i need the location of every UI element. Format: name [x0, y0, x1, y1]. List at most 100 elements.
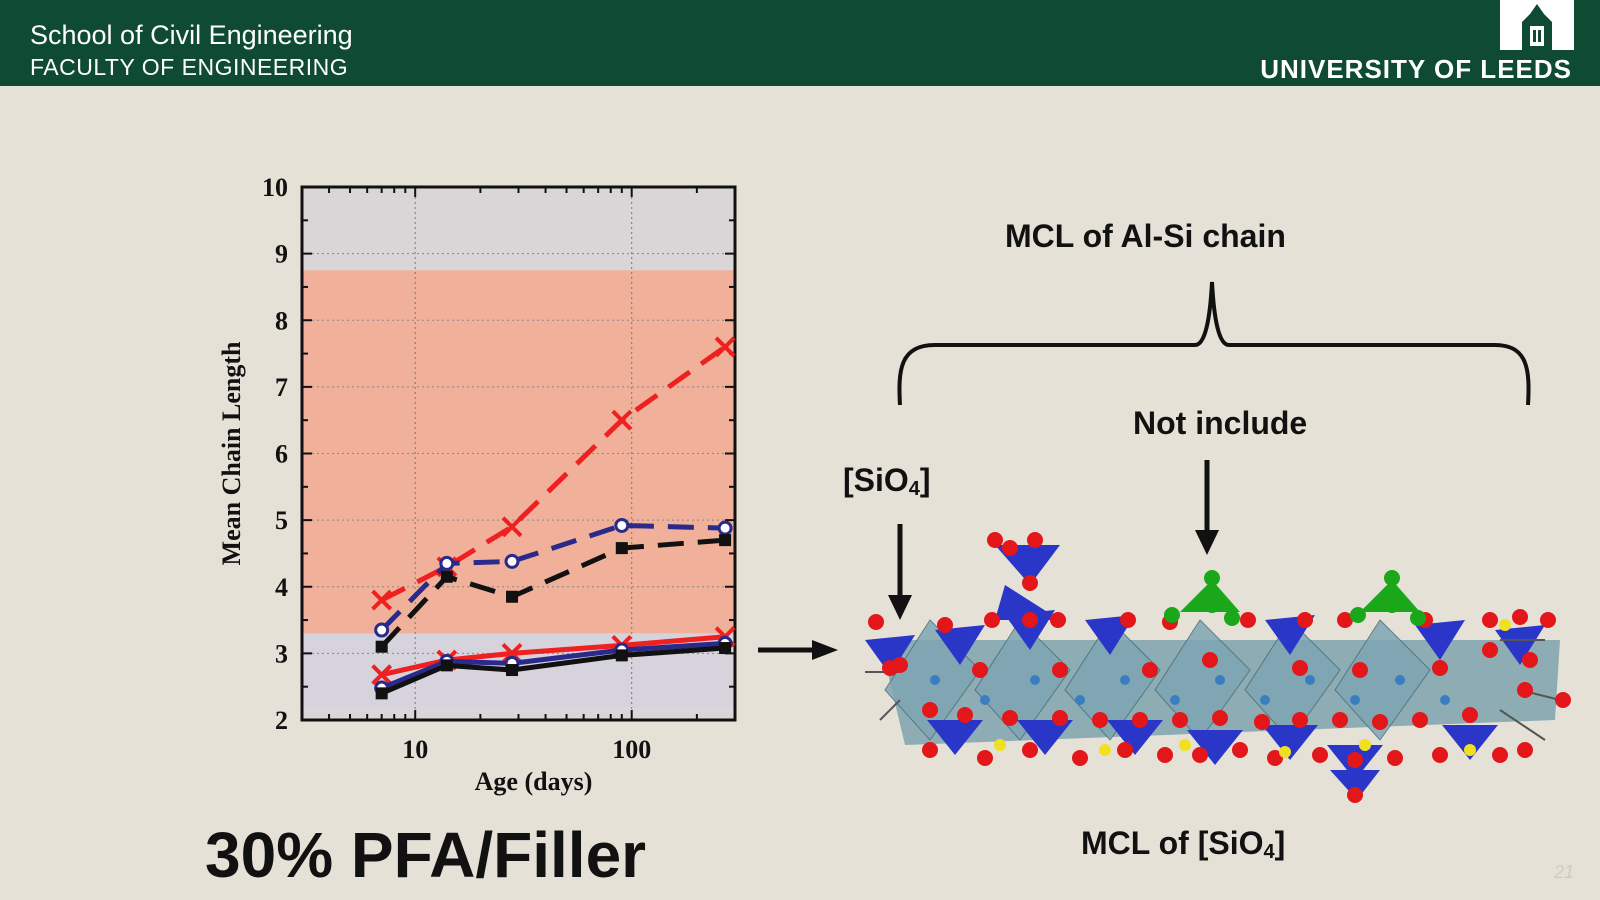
data-point-square: [440, 570, 453, 583]
data-point-square: [506, 664, 519, 677]
data-point-circle: [439, 555, 455, 571]
yellow-atom: [1359, 739, 1371, 751]
oxygen-atom: [1022, 742, 1038, 758]
faculty-name: FACULTY OF ENGINEERING: [30, 54, 349, 80]
label-mcl-sio4: MCL of [SiO4]: [1081, 825, 1286, 863]
oxygen-atom: [1002, 710, 1018, 726]
university-name: UNIVERSITY OF LEEDS: [1260, 54, 1572, 84]
crystal-structure: [865, 532, 1571, 803]
oxygen-atom: [1027, 532, 1043, 548]
cation-atom: [1305, 675, 1315, 685]
tetrahedron: [1442, 725, 1498, 760]
oxygen-atom: [1022, 612, 1038, 628]
data-point-square: [506, 590, 519, 603]
series-line: [379, 522, 726, 632]
oxygen-atom: [1002, 540, 1018, 556]
cation-atom: [1395, 675, 1405, 685]
data-point-circle: [504, 553, 520, 569]
oxygen-atom: [1172, 712, 1188, 728]
green-atom: [1410, 610, 1426, 626]
oxygen-atom: [1517, 742, 1533, 758]
slide-title: 30% PFA/Filler: [205, 819, 647, 891]
octahedron: [1334, 619, 1431, 741]
oxygen-atom: [1052, 662, 1068, 678]
oxygen-atom: [1240, 612, 1256, 628]
oxygen-atom: [922, 742, 938, 758]
octahedron: [974, 619, 1071, 741]
y-tick-label: 6: [275, 440, 288, 469]
data-point-square: [719, 534, 732, 547]
label-not-include: Not include: [1133, 405, 1308, 441]
tetrahedron: [995, 585, 1060, 620]
oxygen-atom: [1512, 609, 1528, 625]
oxygen-atom: [1412, 712, 1428, 728]
green-atom: [1384, 597, 1400, 613]
oxygen-atom: [1482, 642, 1498, 658]
green-atom: [1204, 570, 1220, 586]
oxygen-atom: [1192, 747, 1208, 763]
x-axis-label: Age (days): [475, 767, 593, 796]
y-tick-label: 3: [275, 639, 288, 668]
oxygen-atom: [1050, 612, 1066, 628]
bridging-tetrahedron: [1360, 580, 1420, 612]
bond: [1499, 709, 1546, 741]
x-tick-label: 10: [402, 735, 428, 764]
arrow-to-diagram: [758, 640, 838, 660]
shaded-band: [303, 270, 734, 634]
oxygen-atom: [1432, 747, 1448, 763]
oxygen-atom: [1555, 692, 1571, 708]
data-point-x: [611, 409, 633, 431]
data-point-square: [615, 649, 628, 662]
oxygen-atom: [1212, 710, 1228, 726]
tetrahedron: [927, 720, 983, 755]
tetrahedron: [1107, 720, 1163, 755]
tetrahedron: [1415, 620, 1465, 660]
oxygen-atom: [1347, 752, 1363, 768]
green-atom: [1204, 597, 1220, 613]
oxygen-atom: [987, 532, 1003, 548]
oxygen-atom: [1462, 707, 1478, 723]
y-tick-label: 5: [275, 506, 288, 535]
oxygen-atom: [1202, 652, 1218, 668]
tetrahedron: [1017, 720, 1073, 755]
oxygen-atom: [977, 750, 993, 766]
data-point-circle: [614, 517, 630, 533]
oxygen-atom: [1142, 662, 1158, 678]
oxygen-atom: [1292, 712, 1308, 728]
y-tick-label: 2: [275, 706, 288, 735]
yellow-atom: [1179, 739, 1191, 751]
slide-header: School of Civil Engineering FACULTY OF E…: [0, 0, 1600, 86]
oxygen-atom: [1347, 787, 1363, 803]
university-logo: [1500, 0, 1574, 50]
tetrahedron: [865, 635, 915, 675]
oxygen-atom: [1337, 612, 1353, 628]
cation-atom: [1030, 675, 1040, 685]
oxygen-atom: [1052, 710, 1068, 726]
data-point-x: [371, 589, 393, 611]
oxygen-atom: [1517, 682, 1533, 698]
yellow-atom: [1499, 619, 1511, 631]
oxygen-atom: [984, 612, 1000, 628]
y-tick-label: 8: [275, 306, 288, 335]
tetrahedron: [935, 625, 985, 665]
oxygen-atom: [1312, 747, 1328, 763]
oxygen-atom: [1117, 742, 1133, 758]
data-point-x: [501, 516, 523, 538]
cation-atom: [930, 675, 940, 685]
tetrahedron: [1495, 625, 1545, 665]
tetrahedron: [1262, 725, 1318, 760]
oxygen-atom: [957, 707, 973, 723]
cation-atom: [1120, 675, 1130, 685]
yellow-atom: [1279, 746, 1291, 758]
cation-atom: [1170, 695, 1180, 705]
school-name: School of Civil Engineering: [30, 20, 353, 50]
y-tick-label: 7: [275, 373, 288, 402]
oxygen-atom: [1540, 612, 1556, 628]
tetrahedron: [1330, 770, 1380, 800]
y-tick-label: 10: [262, 173, 288, 202]
oxygen-atom: [1132, 712, 1148, 728]
data-point-x: [714, 336, 736, 358]
oxygen-atom: [1387, 750, 1403, 766]
oxygen-atom: [1092, 712, 1108, 728]
